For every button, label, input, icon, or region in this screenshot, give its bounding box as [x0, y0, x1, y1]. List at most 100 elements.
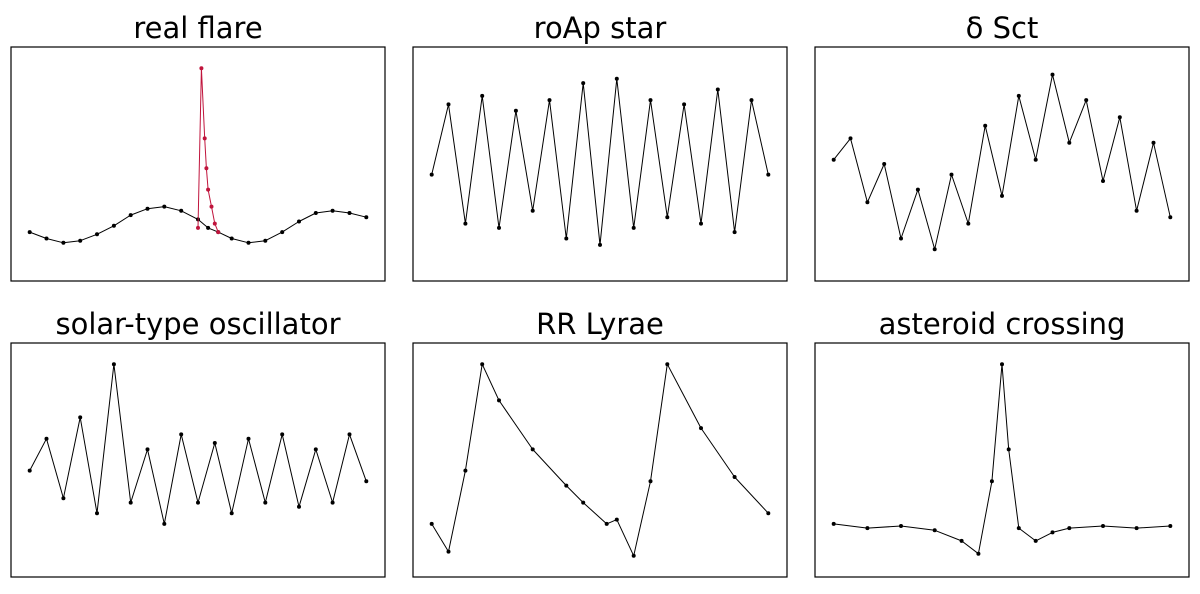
data-point [581, 81, 586, 86]
data-point [497, 398, 501, 403]
data-point [1101, 179, 1105, 183]
data-point [530, 208, 535, 213]
data-point [364, 479, 369, 484]
data-point [614, 76, 619, 81]
data-point [111, 223, 116, 228]
data-point [78, 415, 83, 420]
data-point [604, 521, 609, 526]
chart-title: solar-type oscillator [56, 307, 341, 341]
data-point [330, 208, 335, 213]
data-point [1006, 447, 1011, 452]
data-point [949, 172, 954, 177]
data-point [732, 475, 737, 479]
data-point [848, 136, 853, 141]
data-point [631, 553, 636, 558]
data-point [44, 236, 49, 241]
data-point [1067, 140, 1072, 145]
data-point [162, 521, 167, 526]
data-point [199, 66, 204, 71]
data-point [1050, 530, 1055, 535]
chart-panel: real flare [10, 11, 386, 282]
data-point [1016, 93, 1021, 98]
data-point [581, 500, 586, 505]
data-point [915, 187, 920, 192]
chart-panel: asteroid crossing [814, 307, 1190, 578]
axes-frame [814, 342, 1190, 578]
data-point [347, 432, 352, 437]
series-line [29, 206, 367, 244]
data-point [882, 162, 887, 166]
data-point [212, 441, 217, 445]
data-point [1067, 526, 1072, 531]
data-point [547, 98, 552, 103]
data-point [145, 447, 150, 452]
data-point [95, 511, 99, 516]
data-point [162, 204, 167, 209]
chart-title: δ Sct [966, 11, 1039, 45]
series-line [29, 363, 367, 525]
data-point [932, 528, 937, 533]
data-point [648, 98, 653, 103]
data-point [128, 213, 133, 218]
data-point [463, 468, 468, 473]
data-point [111, 362, 116, 367]
data-point [128, 500, 133, 505]
data-point [446, 549, 451, 554]
data-point [865, 200, 870, 205]
data-point [1000, 362, 1004, 367]
axes-frame [10, 342, 386, 578]
data-point [95, 232, 99, 237]
data-point [429, 172, 434, 177]
data-point [766, 511, 771, 516]
data-point [699, 221, 703, 226]
data-point [831, 157, 836, 162]
data-point [682, 102, 687, 107]
data-point [212, 221, 217, 226]
data-point [1134, 526, 1139, 531]
chart-panel: solar-type oscillator [10, 307, 386, 578]
chart-title: real flare [133, 11, 262, 45]
data-point [206, 187, 211, 192]
data-point [1016, 526, 1021, 531]
data-point [313, 211, 318, 215]
data-point [513, 108, 518, 113]
axes-frame [814, 46, 1190, 282]
data-point [1033, 157, 1038, 162]
data-point [976, 551, 981, 556]
data-point [179, 432, 184, 437]
data-point [44, 436, 49, 441]
data-point [614, 517, 619, 522]
data-point [246, 240, 251, 245]
data-point [1101, 524, 1105, 528]
data-point [330, 500, 335, 505]
axes-frame [10, 46, 386, 282]
data-point [216, 230, 221, 235]
data-point [313, 447, 318, 452]
data-point [865, 526, 870, 531]
data-point [61, 496, 66, 501]
data-point [1033, 538, 1038, 543]
data-point [446, 102, 451, 107]
axes-frame [412, 342, 788, 578]
data-point [263, 500, 268, 505]
data-point [206, 225, 211, 230]
data-point [732, 230, 737, 235]
data-point [665, 215, 670, 220]
data-point [27, 230, 32, 235]
series-line [197, 67, 219, 233]
chart-title: roAp star [534, 11, 667, 45]
data-point [966, 221, 971, 226]
data-point [1000, 193, 1004, 198]
data-point [497, 225, 501, 230]
data-point [899, 524, 903, 528]
data-point [1117, 115, 1122, 120]
data-point [1050, 72, 1055, 77]
data-point [209, 204, 214, 209]
data-point [989, 479, 994, 484]
chart-panel: δ Sct [814, 11, 1190, 282]
data-point [1134, 208, 1139, 213]
chart-panel: roAp star [412, 11, 788, 282]
data-point [280, 230, 285, 235]
data-point [899, 236, 903, 241]
